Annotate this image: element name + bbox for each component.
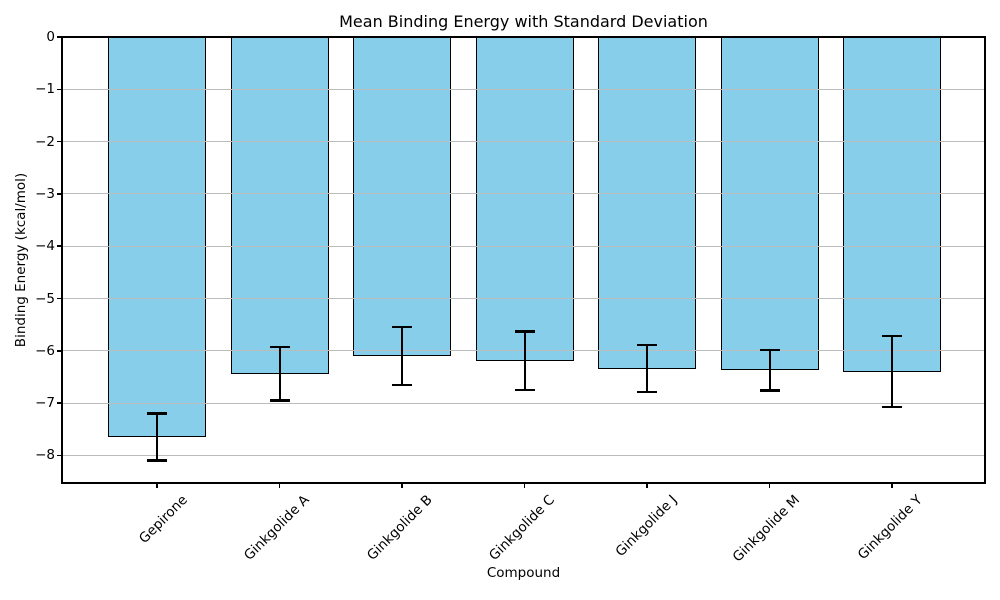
error-bar-cap bbox=[269, 399, 290, 402]
bar-ginkgolide-y bbox=[843, 37, 941, 372]
error-bar-cap bbox=[269, 345, 290, 349]
x-tick-mark bbox=[768, 484, 771, 488]
chart-title: Mean Binding Energy with Standard Deviat… bbox=[339, 12, 708, 31]
error-bar bbox=[278, 347, 281, 401]
y-tick-label: −8 bbox=[35, 447, 55, 464]
error-bar bbox=[401, 327, 403, 385]
error-bar bbox=[523, 331, 526, 390]
y-tick-label: −6 bbox=[35, 342, 55, 359]
y-tick-label: −5 bbox=[35, 290, 55, 307]
bar-ginkgolide-a bbox=[230, 37, 329, 374]
x-tick-label-ginkgolide-m: Ginkgolide M bbox=[729, 492, 803, 566]
gridline bbox=[63, 245, 984, 247]
bar-ginkgolide-j bbox=[598, 37, 696, 369]
gridline bbox=[63, 298, 984, 299]
gridline bbox=[63, 141, 984, 143]
x-tick-label-ginkgolide-y: Ginkgolide Y bbox=[854, 492, 926, 563]
error-bar-cap bbox=[514, 388, 535, 392]
error-bar bbox=[156, 413, 158, 461]
gridline bbox=[63, 402, 984, 404]
y-tick-label: −2 bbox=[35, 133, 55, 150]
y-tick-mark bbox=[57, 193, 61, 195]
y-tick-label: −7 bbox=[35, 395, 55, 412]
error-bar bbox=[646, 345, 648, 393]
bar-ginkgolide-c bbox=[475, 37, 574, 361]
y-axis-label: Binding Energy (kcal/mol) bbox=[13, 172, 29, 348]
error-bar-cap bbox=[147, 412, 167, 415]
bar-ginkgolide-m bbox=[720, 37, 819, 371]
error-bar bbox=[768, 349, 771, 391]
x-axis-label: Compound bbox=[486, 565, 561, 581]
error-bar-cap bbox=[514, 330, 535, 333]
gridline bbox=[63, 193, 984, 195]
bar-gepirone bbox=[108, 37, 206, 438]
y-tick-label: 0 bbox=[46, 29, 55, 45]
x-tick-mark bbox=[646, 484, 648, 488]
y-tick-mark bbox=[57, 88, 61, 91]
y-tick-mark bbox=[57, 454, 61, 457]
y-tick-mark bbox=[57, 297, 61, 300]
x-tick-label-gepirone: Gepirone bbox=[135, 492, 191, 547]
error-bar-cap bbox=[637, 343, 657, 347]
y-tick-mark bbox=[57, 140, 61, 143]
y-tick-mark bbox=[57, 402, 61, 404]
error-bar-cap bbox=[759, 389, 780, 392]
error-bar-cap bbox=[759, 348, 780, 351]
x-tick-mark bbox=[891, 484, 893, 488]
error-bar-cap bbox=[882, 406, 902, 409]
x-tick-label-ginkgolide-j: Ginkgolide J bbox=[612, 492, 681, 560]
y-tick-label: −1 bbox=[35, 81, 55, 98]
error-bar-cap bbox=[392, 326, 412, 329]
bar-ginkgolide-b bbox=[353, 37, 451, 357]
error-bar bbox=[891, 336, 893, 408]
x-tick-mark bbox=[156, 484, 158, 488]
error-bar-cap bbox=[392, 383, 412, 386]
error-bar-cap bbox=[882, 334, 902, 338]
x-tick-label-ginkgolide-b: Ginkgolide B bbox=[363, 492, 436, 564]
x-tick-mark bbox=[523, 484, 526, 488]
gridline bbox=[63, 454, 984, 456]
y-tick-mark bbox=[57, 245, 61, 247]
y-tick-label: −3 bbox=[35, 185, 55, 202]
error-bar-cap bbox=[147, 459, 167, 462]
x-tick-label-ginkgolide-a: Ginkgolide A bbox=[241, 492, 313, 564]
y-tick-mark bbox=[57, 350, 61, 352]
x-tick-label-ginkgolide-c: Ginkgolide C bbox=[486, 492, 558, 564]
x-tick-mark bbox=[278, 484, 281, 488]
x-tick-mark bbox=[401, 484, 403, 488]
gridline bbox=[63, 88, 984, 90]
y-tick-label: −4 bbox=[35, 238, 55, 255]
y-tick-mark bbox=[57, 36, 61, 38]
error-bar-cap bbox=[637, 390, 657, 394]
